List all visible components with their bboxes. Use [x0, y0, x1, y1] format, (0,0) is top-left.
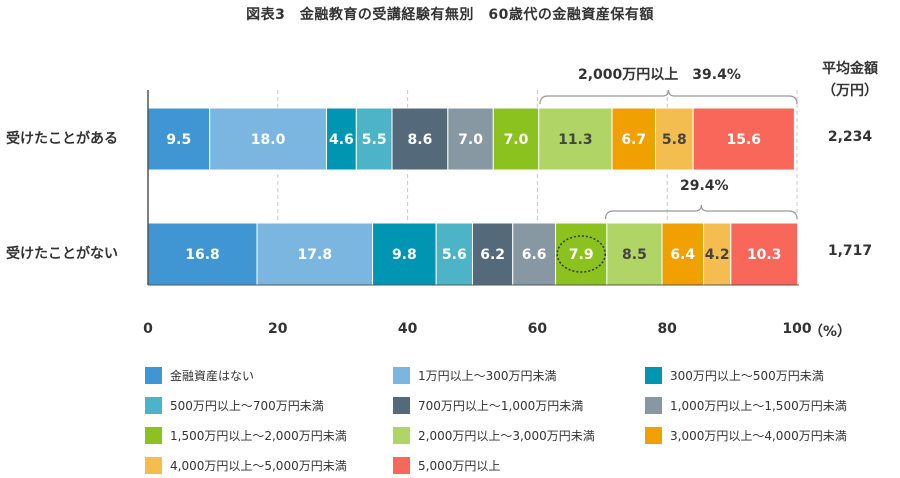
- legend-swatch: [645, 427, 662, 444]
- bar-segment: [512, 222, 557, 286]
- legend-swatch: [393, 457, 410, 474]
- bar-segment: [538, 107, 613, 171]
- legend-item: 3,000万円以上～4,000万円未満: [645, 427, 847, 444]
- legend-item: 金融資産はない: [145, 367, 254, 384]
- data-label: 4.2: [705, 247, 730, 263]
- legend-swatch: [145, 367, 162, 384]
- bar-segment: [325, 107, 357, 171]
- x-unit-label: （%）: [809, 324, 852, 340]
- x-tick-label: 60: [527, 321, 548, 337]
- legend-label: 1万円以上～300万円未満: [418, 369, 557, 383]
- data-label: 6.2: [480, 247, 505, 263]
- chart-title: 図表3 金融教育の受講経験有無別 60歳代の金融資産保有額: [246, 7, 654, 23]
- legend-label: 1,000万円以上～1,500万円未満: [670, 399, 847, 413]
- average-header: 平均金額: [822, 61, 878, 77]
- legend-swatch: [145, 427, 162, 444]
- data-label: 7.0: [504, 132, 529, 148]
- legend-label: 1,500万円以上～2,000万円未満: [170, 429, 347, 443]
- legend-label: 300万円以上～500万円未満: [670, 369, 824, 383]
- bar-segment: [555, 222, 608, 286]
- data-label: 4.6: [329, 132, 354, 148]
- bar-segment: [355, 107, 393, 171]
- data-label: 16.8: [185, 247, 220, 263]
- legend-swatch: [393, 427, 410, 444]
- x-tick-label: 40: [397, 321, 418, 337]
- bar-segment: [655, 107, 694, 171]
- bar-segment: [391, 107, 449, 171]
- legend-label: 700万円以上～1,000万円未満: [418, 399, 584, 413]
- x-tick-label: 100: [782, 321, 812, 337]
- bar-segment: [661, 222, 705, 286]
- data-label: 9.8: [392, 247, 417, 263]
- bar-segment: [147, 222, 258, 286]
- data-label: 6.7: [621, 132, 646, 148]
- data-label: 11.3: [558, 132, 593, 148]
- legend-swatch: [645, 397, 662, 414]
- x-tick-label: 80: [657, 321, 677, 337]
- legend-swatch: [393, 367, 410, 384]
- legend-item: 5,000万円以上: [393, 457, 500, 474]
- legend-swatch: [145, 457, 162, 474]
- average-value-received: 2,234: [827, 129, 873, 145]
- data-label: 8.6: [408, 132, 433, 148]
- brace-label-row1: 2,000万円以上 39.4%: [578, 67, 741, 83]
- row-label-not-received: 受けたことがない: [6, 246, 118, 262]
- row-label-received: 受けたことがある: [6, 131, 118, 147]
- data-label: 5.8: [662, 132, 687, 148]
- legend-label: 4,000万円以上～5,000万円未満: [170, 459, 347, 473]
- brace-row2: [604, 204, 798, 220]
- bar-segment: [256, 222, 374, 286]
- bar-segment: [372, 222, 437, 286]
- data-label: 10.3: [747, 247, 782, 263]
- data-label: 6.6: [522, 247, 547, 263]
- legend-label: 500万円以上～700万円未満: [170, 399, 324, 413]
- data-label: 8.5: [622, 247, 647, 263]
- data-label: 6.4: [670, 247, 695, 263]
- legend-label: 2,000万円以上～3,000万円未満: [418, 429, 595, 443]
- legend-label: 5,000万円以上: [418, 459, 501, 473]
- legend-label: 3,000万円以上～4,000万円未満: [670, 429, 847, 443]
- x-tick-label: 20: [268, 321, 288, 337]
- legend-swatch: [393, 397, 410, 414]
- x-tick-label: 0: [143, 321, 153, 337]
- legend-item: 1,500万円以上～2,000万円未満: [145, 427, 347, 444]
- legend-item: 500万円以上～700万円未満: [145, 397, 324, 414]
- data-label: 18.0: [251, 132, 286, 148]
- legend-item: 300万円以上～500万円未満: [645, 367, 824, 384]
- data-label: 5.6: [442, 247, 467, 263]
- bar-segment: [447, 107, 494, 171]
- legend-item: 4,000万円以上～5,000万円未満: [145, 457, 347, 474]
- legend-label: 金融資産はない: [170, 369, 255, 383]
- data-label: 7.9: [569, 247, 594, 263]
- legend-swatch: [645, 367, 662, 384]
- average-value-not-received: 1,717: [827, 243, 873, 259]
- highlight-circle: [556, 235, 606, 273]
- legend-swatch: [145, 397, 162, 414]
- data-label: 5.5: [362, 132, 387, 148]
- brace-row1: [539, 89, 798, 105]
- legend-item: 1万円以上～300万円未満: [393, 367, 557, 384]
- bar-segment: [209, 107, 327, 171]
- data-label: 17.8: [298, 247, 333, 263]
- data-label: 9.5: [166, 132, 191, 148]
- brace-label-row2: 29.4%: [680, 178, 729, 194]
- average-unit: （万円）: [822, 83, 878, 99]
- data-label: 7.0: [458, 132, 483, 148]
- bar-segment: [692, 107, 795, 171]
- data-label: 15.6: [727, 132, 762, 148]
- legend-item: 700万円以上～1,000万円未満: [393, 397, 583, 414]
- legend-item: 2,000万円以上～3,000万円未満: [393, 427, 595, 444]
- bar-segment: [435, 222, 474, 286]
- legend-item: 1,000万円以上～1,500万円未満: [645, 397, 847, 414]
